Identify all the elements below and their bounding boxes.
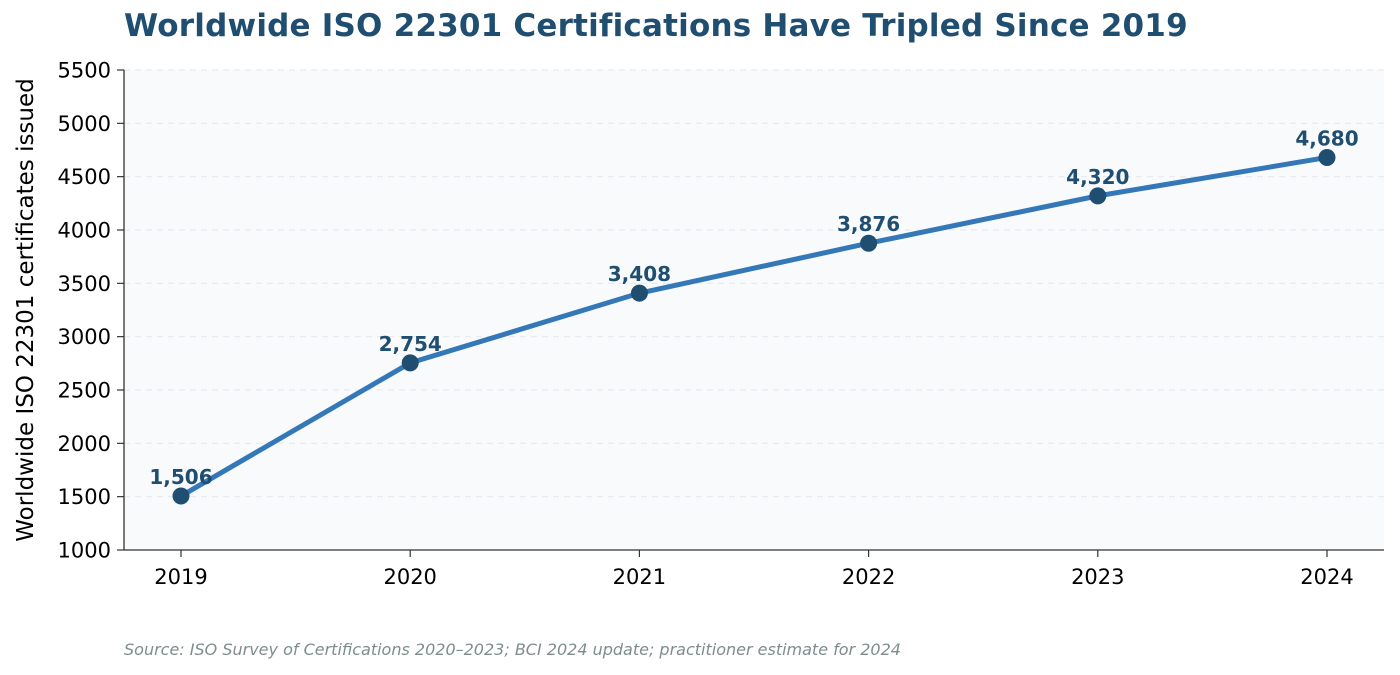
y-tick-label: 2000 <box>58 432 111 456</box>
data-point <box>401 354 419 372</box>
tick-labels: 1000 1500 2000 2500 3000 3500 4000 4500 5000 5500… <box>58 59 1354 590</box>
y-tick-label: 5500 <box>58 59 111 83</box>
y-tick-label: 3000 <box>58 325 111 349</box>
data-label: 2,754 <box>379 332 442 356</box>
data-label: 4,320 <box>1066 165 1129 189</box>
y-tick-label: 5000 <box>58 112 111 136</box>
y-tick-label: 1500 <box>58 485 111 509</box>
data-point <box>860 234 878 252</box>
gridlines <box>124 69 1384 498</box>
plot-area <box>124 70 1384 550</box>
data-label: 3,408 <box>608 262 671 286</box>
y-tick-label: 3500 <box>58 272 111 296</box>
source-note: Source: ISO Survey of Certifications 202… <box>124 640 901 659</box>
y-tick-label: 1000 <box>58 539 111 563</box>
data-point <box>172 487 190 505</box>
data-label: 3,876 <box>837 212 900 236</box>
x-tick-label: 2021 <box>613 565 666 589</box>
data-labels: 1,506 2,754 3,408 3,876 4,320 4,680 <box>149 126 1358 489</box>
x-tick-label: 2024 <box>1300 565 1353 589</box>
y-tick-label: 2500 <box>58 379 111 403</box>
x-tick-label: 2022 <box>842 565 895 589</box>
series-line <box>178 154 1330 499</box>
axes <box>117 69 1384 557</box>
x-tick-label: 2023 <box>1071 565 1124 589</box>
y-tick-label: 4500 <box>58 165 111 189</box>
data-point <box>1089 187 1107 205</box>
data-label: 1,506 <box>149 465 212 489</box>
data-point <box>1318 148 1336 166</box>
y-axis-title: Worldwide ISO 22301 certificates issued <box>13 78 39 541</box>
data-label: 4,680 <box>1295 126 1358 150</box>
series <box>172 148 1336 505</box>
chart-title: Worldwide ISO 22301 Certifications Have … <box>124 8 1188 44</box>
x-tick-label: 2019 <box>154 565 207 589</box>
data-point <box>630 284 648 302</box>
x-tick-label: 2020 <box>383 565 436 589</box>
y-tick-label: 4000 <box>58 219 111 243</box>
